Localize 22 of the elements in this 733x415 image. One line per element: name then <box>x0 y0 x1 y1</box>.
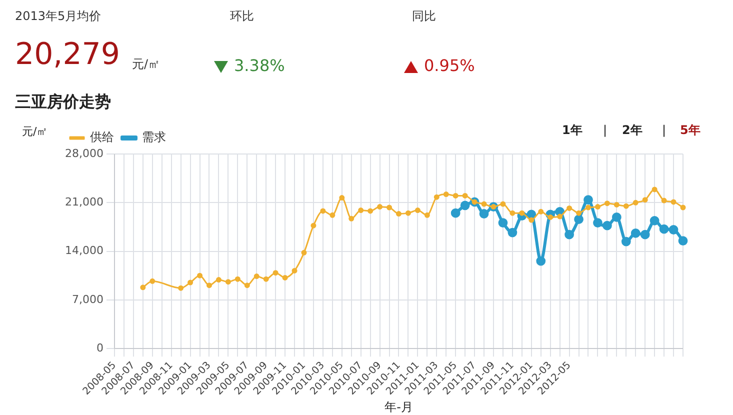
chart-title: 三亚房价走势 <box>15 92 111 113</box>
y-tick-label: 0 <box>96 341 104 354</box>
text: 0.95% <box>424 56 475 75</box>
text: 2年 <box>622 123 642 138</box>
text: | <box>662 123 666 138</box>
text: 同比 <box>412 9 436 24</box>
x-axis-title: 年-月 <box>384 400 413 414</box>
text: 3.38% <box>234 56 285 75</box>
y-tick-label: 14,000 <box>64 244 104 258</box>
text: 环比 <box>230 9 254 24</box>
text: 20,279 <box>15 37 120 72</box>
y-tick-label: 28,000 <box>64 146 104 160</box>
text: | <box>603 123 608 138</box>
y-axis-title: 元/㎡ <box>22 124 48 139</box>
legend-label: 需求 <box>142 130 166 144</box>
y-tick-label: 7,000 <box>72 292 104 306</box>
y-tick-label: 21,000 <box>64 196 104 208</box>
text: 5年 <box>680 123 700 138</box>
text: 元/㎡ <box>132 57 160 72</box>
legend-label: 供给 <box>90 130 114 144</box>
text: 1年 <box>562 123 582 138</box>
text: 2013年5月均价 <box>15 9 102 24</box>
